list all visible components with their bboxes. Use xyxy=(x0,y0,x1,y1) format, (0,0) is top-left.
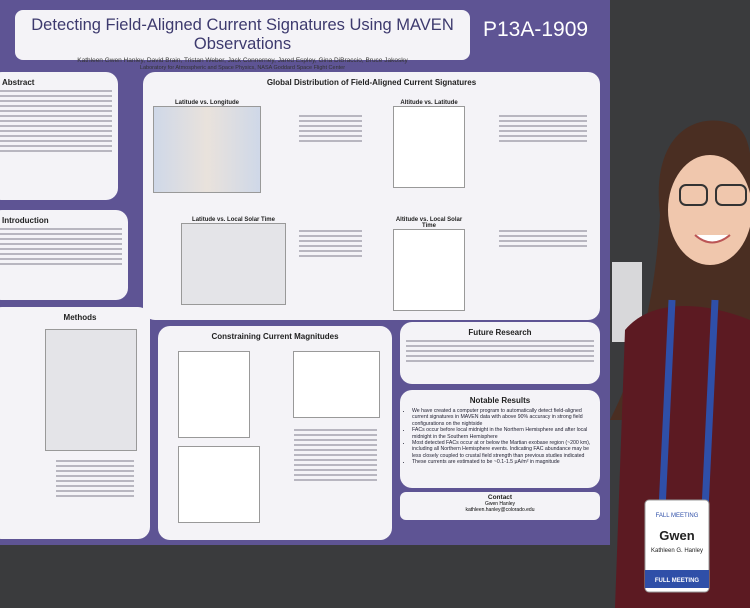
plot xyxy=(393,229,465,311)
result-item: Most detected FACs occur at or below the… xyxy=(412,440,596,459)
header: Detecting Field-Aligned Current Signatur… xyxy=(15,10,470,71)
results-panel: Notable Results We have created a comput… xyxy=(400,390,600,488)
text-lines xyxy=(293,227,368,260)
badge-full-name: Kathleen G. Hanley xyxy=(651,548,703,554)
glasses xyxy=(715,184,747,206)
badge-type: FULL MEETING xyxy=(655,578,700,584)
plot-title: Altitude vs. Latitude xyxy=(400,100,458,106)
heading: Notable Results xyxy=(469,396,531,405)
contact-panel: Contact Gwen Hanley kathleen.hanley@colo… xyxy=(400,492,600,520)
poster: Detecting Field-Aligned Current Signatur… xyxy=(0,0,610,545)
heading: Global Distribution of Field-Aligned Cur… xyxy=(266,78,477,87)
heading: Contact xyxy=(487,494,513,501)
heading: Future Research xyxy=(468,328,532,337)
abstract-panel: Abstract xyxy=(0,72,118,200)
badge-meeting: FALL MEETING xyxy=(656,513,699,519)
badge xyxy=(644,499,710,593)
plot-title: Latitude vs. Local Solar Time xyxy=(192,217,275,223)
contact-email: kathleen.hanley@colorado.edu xyxy=(465,507,535,513)
plot xyxy=(293,351,380,418)
affiliations: Laboratory for Atmospheric and Space Phy… xyxy=(139,65,346,71)
poster-id: P13A-1909 xyxy=(483,18,589,41)
text-lines xyxy=(288,426,383,484)
text-lines xyxy=(50,457,140,500)
glasses xyxy=(679,184,708,206)
contact-name: Gwen Hanley xyxy=(484,501,515,507)
plot xyxy=(178,351,250,438)
text-lines xyxy=(293,112,368,145)
lanyard xyxy=(658,299,719,511)
face xyxy=(668,155,750,265)
global-panel: Global Distribution of Field-Aligned Cur… xyxy=(143,72,600,320)
result-item: FACs occur before local midnight in the … xyxy=(412,427,596,440)
plot xyxy=(181,223,286,305)
text-lines xyxy=(400,340,600,362)
poster-title: Detecting Field-Aligned Current Signatur… xyxy=(31,16,454,53)
introduction-panel: Introduction xyxy=(0,210,128,300)
heading: Introduction xyxy=(2,216,49,225)
text-lines xyxy=(493,112,593,145)
heading: Constraining Current Magnitudes xyxy=(211,332,339,341)
result-item: These currents are estimated to be ~0.1-… xyxy=(412,459,596,465)
result-item: We have created a computer program to au… xyxy=(412,408,596,427)
badge-strip xyxy=(645,570,709,588)
future-panel: Future Research xyxy=(400,322,600,384)
text-lines xyxy=(0,228,128,265)
authors: Kathleen Gwen Hanley, David Brain, Trist… xyxy=(77,57,408,64)
plot xyxy=(153,106,261,193)
heading: Methods xyxy=(63,313,97,322)
methods-panel: Methods xyxy=(0,307,150,539)
text-lines xyxy=(0,90,118,152)
badge-first-name: Gwen xyxy=(659,528,694,543)
plot-title: Latitude vs. Longitude xyxy=(175,100,239,106)
plot-title: Altitude vs. Local Solar Time xyxy=(395,217,463,229)
heading: Abstract xyxy=(2,78,35,87)
results-list: We have created a computer program to au… xyxy=(412,408,596,466)
plot xyxy=(393,106,465,188)
smile xyxy=(694,234,731,244)
methods-plot xyxy=(45,329,137,451)
plot xyxy=(178,446,260,523)
text-lines xyxy=(493,227,593,250)
constraining-panel: Constraining Current Magnitudes xyxy=(158,326,392,540)
